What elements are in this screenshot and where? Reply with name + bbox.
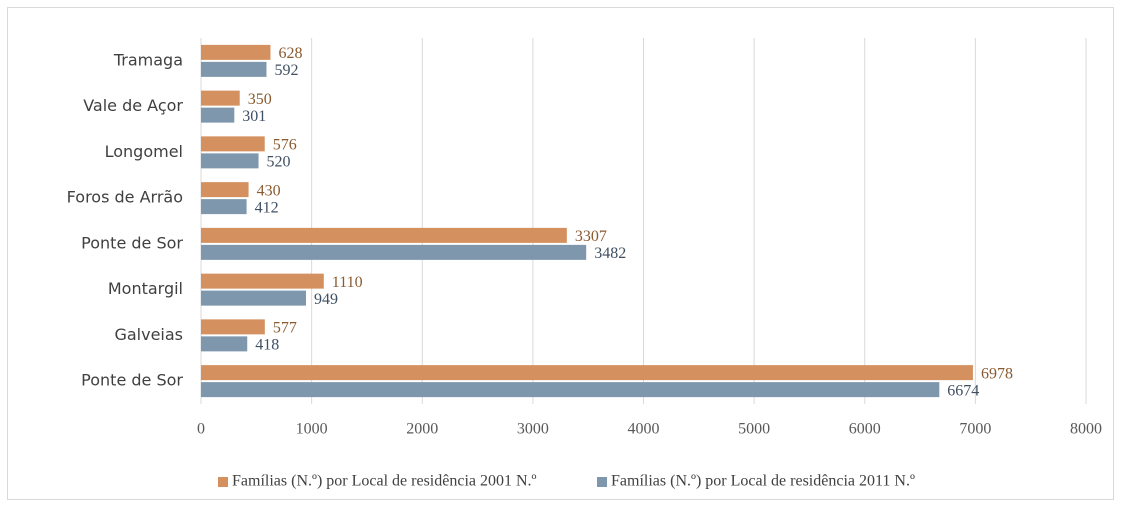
data-label: 6674 <box>947 382 979 399</box>
bar <box>201 365 973 381</box>
y-tick-label: Ponte de Sor <box>81 233 183 252</box>
data-label: 301 <box>242 108 266 125</box>
legend-swatch <box>218 477 228 487</box>
bar <box>201 182 249 198</box>
bar <box>201 90 240 106</box>
data-label: 576 <box>273 137 297 154</box>
bar <box>201 227 567 243</box>
legend-label: Famílias (N.º) por Local de residência 2… <box>611 473 915 490</box>
y-tick-label: Foros de Arrão <box>67 188 183 207</box>
x-tick-label: 3000 <box>517 421 549 438</box>
x-tick-label: 2000 <box>406 421 438 438</box>
bar <box>201 273 324 289</box>
bar <box>201 44 271 60</box>
bar <box>201 136 265 152</box>
data-label: 3307 <box>575 228 607 245</box>
legend-label: Famílias (N.º) por Local de residência 2… <box>232 473 537 490</box>
bar <box>201 153 259 169</box>
legend-swatch <box>597 477 607 487</box>
data-label: 949 <box>314 291 338 308</box>
data-label: 418 <box>255 337 279 354</box>
y-tick-label: Galveias <box>114 325 183 344</box>
bar <box>201 199 247 215</box>
bar <box>201 319 265 335</box>
data-label: 430 <box>257 182 281 199</box>
x-tick-label: 5000 <box>738 421 770 438</box>
bar <box>201 382 940 398</box>
data-label: 6978 <box>981 365 1013 382</box>
data-label: 3482 <box>594 245 626 262</box>
data-label: 412 <box>255 199 279 216</box>
data-label: 350 <box>248 91 272 108</box>
data-label: 520 <box>267 154 291 171</box>
bar <box>201 336 248 352</box>
x-tick-label: 6000 <box>849 421 881 438</box>
x-tick-label: 8000 <box>1070 421 1102 438</box>
x-tick-label: 0 <box>197 421 205 438</box>
x-tick-label: 7000 <box>959 421 991 438</box>
y-tick-label: Montargil <box>108 279 183 298</box>
y-tick-label: Tramaga <box>113 50 183 69</box>
x-tick-label: 1000 <box>296 421 328 438</box>
data-label: 628 <box>278 45 302 62</box>
x-tick-label: 4000 <box>628 421 660 438</box>
y-tick-label: Ponte de Sor <box>81 371 183 390</box>
y-tick-label: Vale de Açor <box>83 96 183 115</box>
data-label: 592 <box>274 62 298 79</box>
data-label: 1110 <box>332 274 363 291</box>
bar <box>201 61 267 77</box>
y-tick-label: Longomel <box>105 142 183 161</box>
bar <box>201 290 306 306</box>
bar <box>201 244 587 260</box>
bar <box>201 107 235 123</box>
data-label: 577 <box>273 320 297 337</box>
